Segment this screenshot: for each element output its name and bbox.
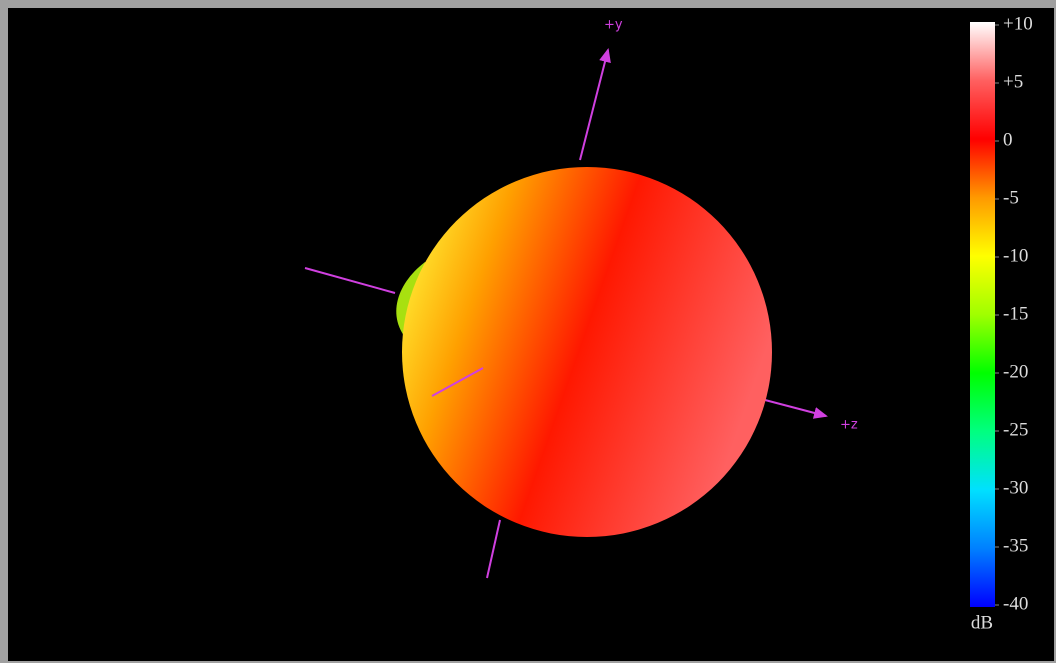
colorbar-tick-label: -15: [1003, 303, 1028, 324]
colorbar: [970, 22, 995, 607]
axes: [304, 48, 828, 579]
main-lobe: [402, 167, 772, 537]
colorbar-tick-label: +5: [1003, 71, 1023, 92]
colorbar-tick-label: -30: [1003, 477, 1028, 498]
colorbar-tick-label: -5: [1003, 187, 1019, 208]
colorbar-tick-label: -40: [1003, 593, 1028, 614]
colorbar-tick-label: -25: [1003, 419, 1028, 440]
axis-x: [431, 367, 484, 397]
axis-label: +z: [840, 418, 858, 433]
colorbar-tick-label: -10: [1003, 245, 1028, 266]
axis-label: +y: [604, 18, 623, 33]
colorbar-tick-label: -35: [1003, 535, 1028, 556]
colorbar-label: dB: [971, 612, 993, 633]
colorbar-tick-label: +10: [1003, 13, 1033, 34]
colorbar-tick-label: -20: [1003, 361, 1028, 382]
colorbar-tick-label: 0: [1003, 129, 1013, 150]
